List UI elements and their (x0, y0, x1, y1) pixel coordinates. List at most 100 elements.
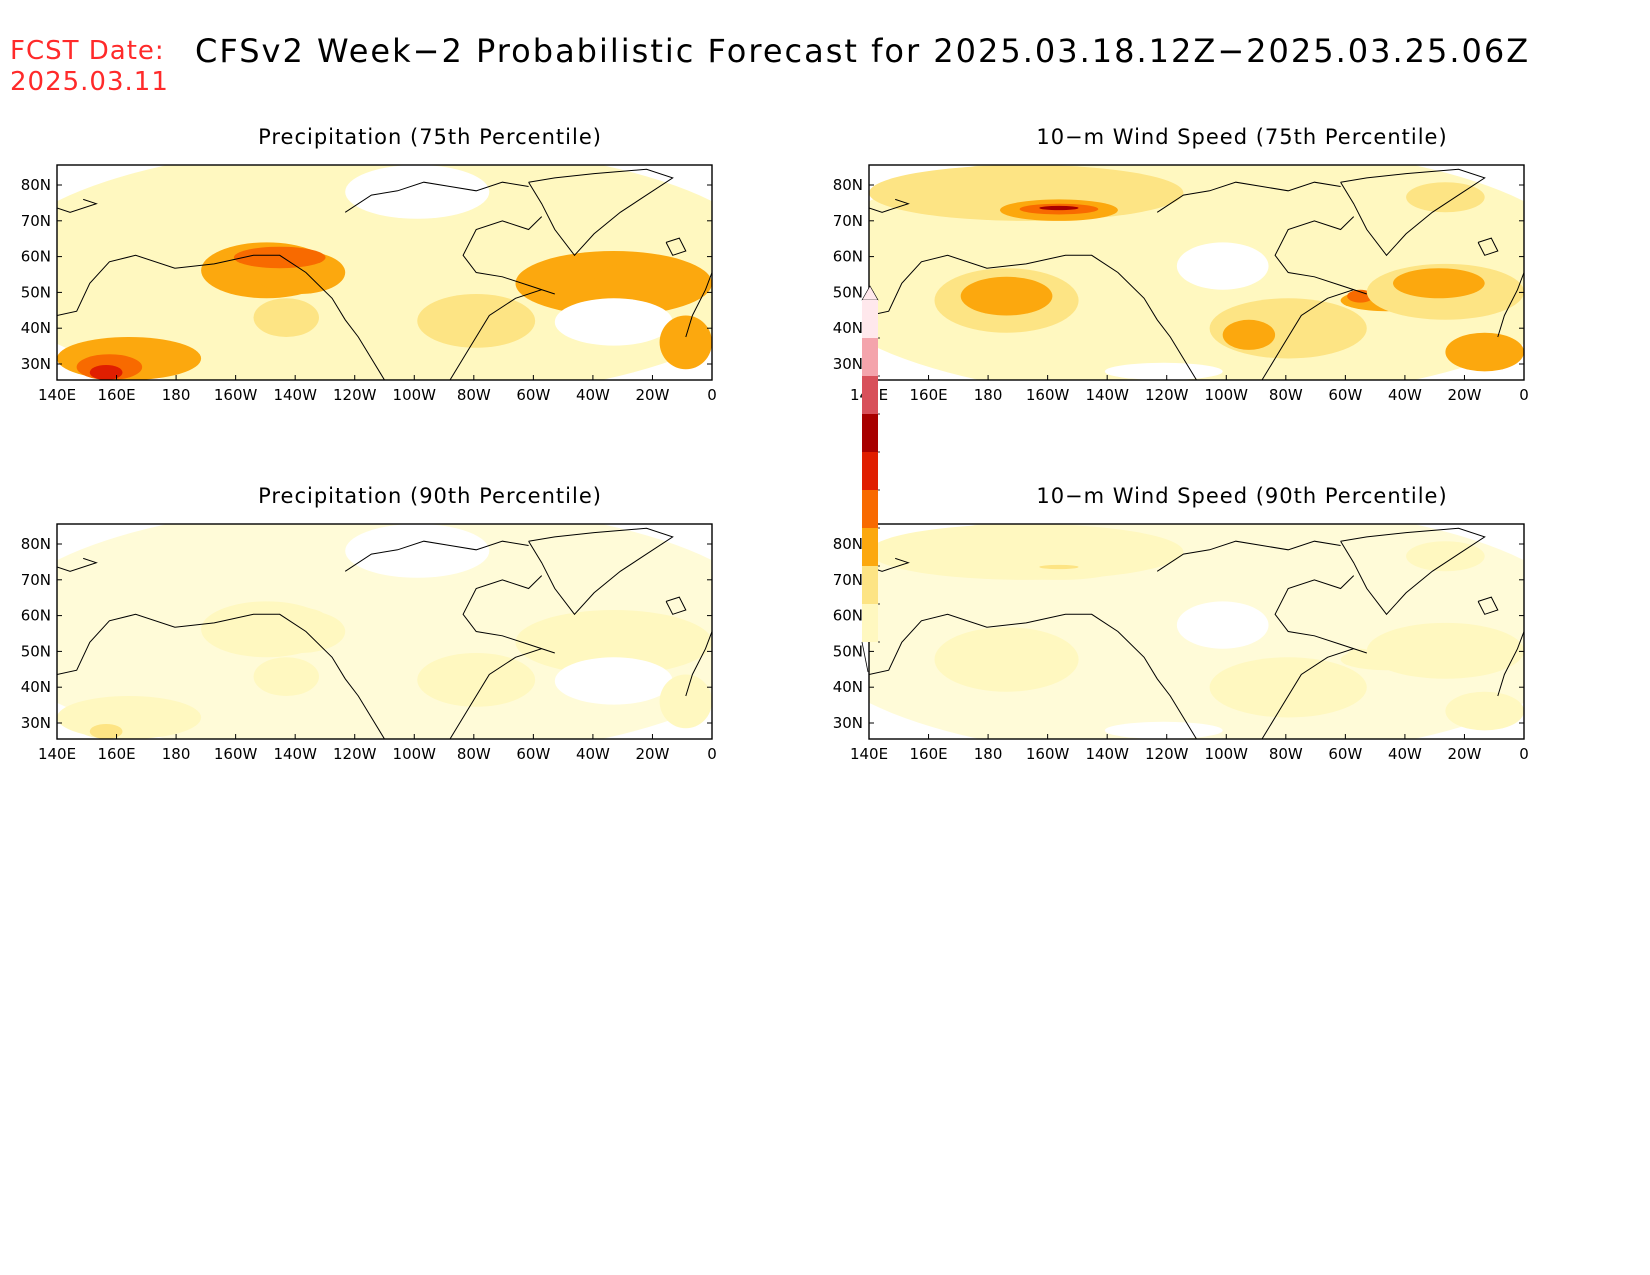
lon-label: 140W (1085, 386, 1129, 404)
colorbar-swatch (862, 452, 878, 490)
coastline (665, 237, 687, 256)
shading-region (659, 315, 712, 370)
panel-title: Precipitation (90th Percentile) (258, 484, 602, 508)
shading-region (1222, 319, 1276, 350)
lon-label: 60W (1328, 386, 1362, 404)
lat-label: 80N (21, 535, 51, 553)
coastline (685, 272, 712, 338)
coastline (57, 198, 98, 213)
lon-label: 0 (707, 745, 717, 763)
lat-label: 40N (21, 319, 51, 337)
lon-label: 160E (909, 386, 947, 404)
lon-label: 140W (273, 386, 317, 404)
coastline (449, 216, 555, 380)
shading-region (1393, 268, 1485, 299)
lon-label: 40W (576, 386, 610, 404)
lat-label: 30N (833, 714, 863, 732)
shading-region (554, 657, 673, 705)
shading-region (594, 620, 686, 660)
lon-label: 40W (1388, 386, 1422, 404)
lon-label: 20W (635, 745, 669, 763)
shading-layer (869, 524, 1524, 739)
lat-label: 80N (833, 176, 863, 194)
coastline (57, 254, 385, 380)
shading-region (89, 364, 123, 380)
lat-label: 80N (21, 176, 51, 194)
shading-region (960, 276, 1053, 316)
shading-region (1445, 691, 1524, 731)
coastline (1477, 596, 1499, 615)
fcst-label: FCST Date: (10, 36, 165, 66)
shading-region (417, 294, 536, 348)
coastline (1261, 575, 1367, 739)
lon-label: 0 (707, 386, 717, 404)
lon-label: 80W (1269, 386, 1303, 404)
shading-region (417, 653, 536, 707)
lat-label: 40N (833, 319, 863, 337)
shading-region (1406, 182, 1485, 213)
colorbar-swatch (862, 566, 878, 604)
map-wind-90: 80N 70N 60N 50N 40N 30N 140E 160E 180 160W 140W 120… (833, 523, 1529, 763)
coastline (1340, 527, 1486, 616)
lat-label: 60N (833, 607, 863, 625)
lon-label: 60W (516, 745, 550, 763)
shading-region (1176, 242, 1269, 290)
shading-region (1393, 627, 1485, 658)
lon-label: 0 (1519, 745, 1529, 763)
coastline (344, 181, 529, 213)
shading-region (1347, 289, 1374, 303)
panel-wind-90: 10−m Wind Speed (90th Percentile) 80N 70N… (822, 484, 1622, 814)
lon-label: 120W (1145, 386, 1189, 404)
lat-label: 50N (833, 283, 863, 301)
lon-label: 60W (516, 386, 550, 404)
shading-region (1347, 648, 1374, 662)
lon-label: 140E (850, 745, 888, 763)
coastline (1497, 272, 1524, 338)
lon-label: 120W (1145, 745, 1189, 763)
coastline (344, 540, 529, 572)
coastline (869, 198, 910, 213)
coastline (1156, 540, 1341, 572)
map-frame (56, 523, 713, 740)
map-frame (868, 164, 1525, 381)
lon-label: 160W (1026, 745, 1070, 763)
shading-region (57, 524, 712, 739)
lat-label: 70N (21, 212, 51, 230)
coastline (665, 596, 687, 615)
lat-label: 70N (21, 571, 51, 589)
lon-label: 180 (974, 745, 1003, 763)
map-frame (56, 164, 713, 381)
shading-region (1039, 564, 1079, 570)
colorbar-swatch (862, 300, 878, 338)
shading-region (1406, 541, 1485, 572)
lat-label: 80N (833, 535, 863, 553)
lon-label: 40W (1388, 745, 1422, 763)
shading-region (89, 723, 123, 739)
panel-precip-90: Precipitation (90th Percentile) 80N 70N 60… (10, 484, 810, 814)
page-title: CFSv2 Week−2 Probabilistic Forecast for … (195, 32, 1531, 70)
lat-label: 50N (21, 283, 51, 301)
coastline (1340, 168, 1486, 257)
panel-title: Precipitation (75th Percentile) (258, 125, 602, 149)
lon-label: 160E (909, 745, 947, 763)
map-precip-90: 80N 70N 60N 50N 40N 30N 140E 160E 180 160W 140W 120… (21, 523, 717, 763)
panel-precip-75: Precipitation (75th Percentile) 80N 70N 60… (10, 125, 810, 455)
forecast-date-label: FCST Date: 2025.03.11 (10, 36, 169, 98)
colorbar-swatch (862, 376, 878, 414)
lon-label: 100W (393, 745, 437, 763)
shading-region (233, 605, 326, 628)
coastline (1477, 237, 1499, 256)
colorbar: 102030405060708090 (861, 285, 880, 673)
coastline (1497, 631, 1524, 697)
coastline (869, 254, 1197, 380)
lat-label: 60N (833, 248, 863, 266)
lon-label: 40W (576, 745, 610, 763)
coastline (57, 613, 385, 739)
lon-label: 80W (1269, 745, 1303, 763)
lat-label: 30N (833, 355, 863, 373)
lat-label: 60N (21, 248, 51, 266)
shading-layer (57, 165, 712, 380)
lat-label: 70N (833, 212, 863, 230)
panel-title: 10−m Wind Speed (90th Percentile) (1036, 484, 1448, 508)
lat-label: 30N (21, 355, 51, 373)
